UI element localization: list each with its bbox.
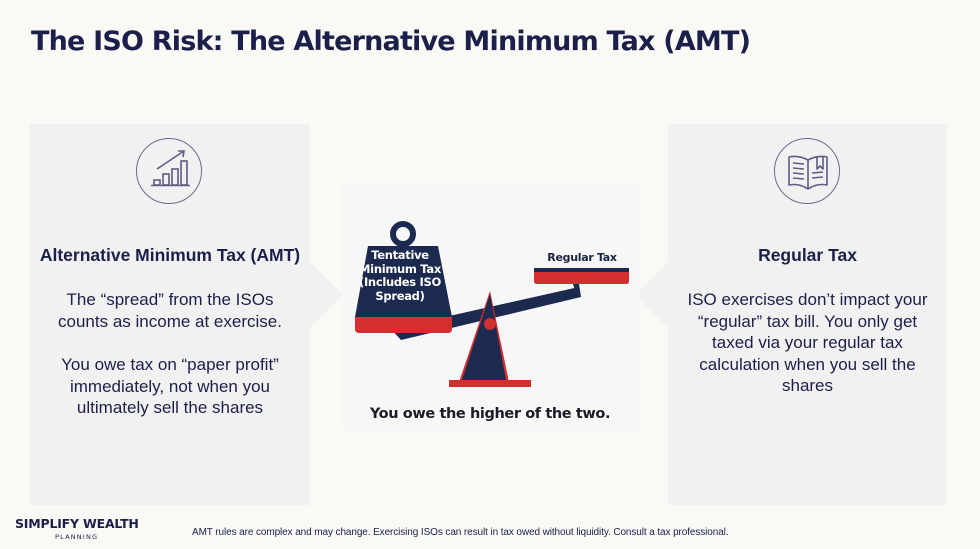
tentative-minimum-tax-label: Tentative Minimum Tax (Includes ISO Spre…	[359, 248, 441, 303]
amt-panel-pointer	[310, 262, 343, 328]
open-book-icon	[774, 138, 840, 204]
balance-scale-icon	[355, 221, 629, 387]
amt-body-spacer	[30, 332, 310, 354]
regular-tax-panel-pointer	[635, 262, 668, 328]
regular-tax-pan-label: Regular Tax	[547, 251, 617, 264]
scale-caption: You owe the higher of the two.	[369, 406, 611, 422]
regular-tax-body-line: ISO exercises don’t impact your	[687, 290, 928, 309]
regular-tax-body: ISO exercises don’t impact your “regular…	[668, 289, 947, 397]
regular-tax-body-line: “regular” tax bill. You only get	[697, 311, 918, 331]
growth-chart-icon	[136, 138, 202, 204]
amt-body-line: counts as income at exercise.	[58, 311, 282, 331]
disclaimer: AMT rules are complex and may change. Ex…	[192, 527, 729, 538]
page-title: The ISO Risk: The Alternative Minimum Ta…	[31, 26, 751, 57]
regular-tax-heading: Regular Tax	[758, 245, 857, 265]
amt-body-line: immediately, not when you	[69, 376, 270, 396]
regular-tax-body-line: taxed via your regular tax	[712, 333, 903, 352]
amt-body-line: ultimately sell the shares	[76, 398, 264, 417]
amt-heading: Alternative Minimum Tax (AMT)	[39, 245, 301, 265]
regular-tax-body-line: calculation when you sell the	[699, 354, 916, 374]
amt-body-line: The “spread” from the ISOs	[66, 290, 274, 309]
logo-subtitle: PLANNING	[55, 533, 99, 541]
logo: SIMPLIFY WEALTH	[15, 516, 139, 531]
amt-body-line: You owe tax on “paper profit”	[61, 355, 279, 374]
regular-tax-body-line: shares	[781, 376, 834, 395]
scale-illustration: Tentative Minimum Tax (Includes ISO Spre…	[341, 184, 639, 430]
amt-body: The “spread” from the ISOs counts as inc…	[30, 289, 310, 419]
